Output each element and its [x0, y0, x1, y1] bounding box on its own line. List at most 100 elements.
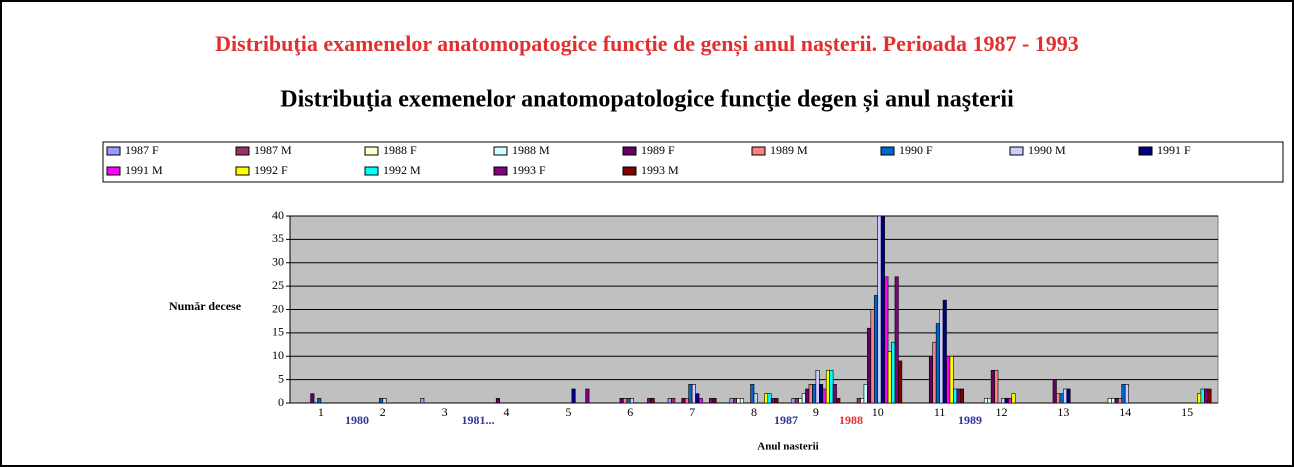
bar — [750, 383, 755, 404]
bar — [1059, 393, 1064, 404]
x-tick-label: 4 — [504, 405, 510, 419]
x-tick-label: 12 — [995, 405, 1007, 419]
bar — [770, 398, 775, 404]
legend-swatch — [622, 146, 637, 156]
bar — [836, 398, 841, 404]
bar — [894, 276, 899, 404]
x-tick-label: 3 — [442, 405, 448, 419]
bar — [956, 388, 961, 404]
chart-title: Distribuţia exemenelor anatomopatologice… — [280, 87, 1014, 113]
bar — [791, 398, 796, 404]
bar — [626, 398, 631, 404]
x-tick-label: 6 — [627, 405, 633, 419]
bar — [1121, 383, 1126, 404]
bar — [585, 388, 590, 404]
bar — [805, 388, 810, 404]
bar — [733, 398, 738, 404]
bar — [671, 398, 676, 404]
bar — [317, 398, 322, 404]
annotation: 1981... — [462, 413, 495, 427]
legend-label: 1989 F — [641, 143, 675, 157]
bar — [935, 323, 940, 404]
bar — [928, 355, 934, 404]
legend-label: 1987 F — [125, 143, 159, 157]
bar — [712, 398, 717, 404]
bar — [1011, 393, 1016, 404]
legend-label: 1990 M — [1028, 143, 1066, 157]
legend-label: 1991 F — [1157, 143, 1191, 157]
y-tick-label: 15 — [272, 325, 284, 339]
bar — [873, 295, 879, 404]
x-tick-label: 13 — [1057, 405, 1069, 419]
bar — [815, 369, 820, 404]
legend-swatch — [493, 166, 508, 176]
bar — [774, 398, 779, 404]
bar — [819, 383, 824, 404]
y-tick-label: 0 — [278, 395, 284, 409]
y-tick-label: 25 — [272, 278, 284, 292]
bar — [1124, 383, 1129, 404]
x-tick-label: 5 — [565, 405, 571, 419]
legend-swatch — [1009, 146, 1024, 156]
bar — [801, 393, 806, 404]
x-tick-label: 9 — [813, 405, 819, 419]
bar — [832, 383, 837, 404]
y-axis-label: Număr decese — [169, 299, 242, 313]
bar — [1118, 398, 1123, 404]
bar — [310, 393, 315, 404]
bar — [1056, 393, 1061, 404]
legend-swatch — [364, 146, 379, 156]
bar — [688, 383, 693, 404]
bar — [420, 398, 425, 404]
bar — [887, 351, 892, 404]
bar — [891, 341, 896, 404]
bar — [698, 398, 703, 404]
legend-swatch — [106, 146, 121, 156]
bar — [729, 398, 734, 404]
bar — [932, 341, 937, 404]
bar — [867, 327, 872, 404]
bar — [829, 369, 834, 404]
legend-label: 1987 M — [254, 143, 292, 157]
bar — [382, 398, 387, 404]
legend-swatch — [751, 146, 766, 156]
bar — [884, 276, 889, 404]
x-tick-label: 14 — [1119, 405, 1131, 419]
legend-swatch — [622, 166, 637, 176]
bar — [1197, 393, 1202, 404]
bar — [1001, 398, 1006, 404]
bar — [808, 383, 813, 404]
legend-label: 1991 M — [125, 163, 163, 177]
bar — [695, 393, 700, 404]
annotation: 1980 — [345, 413, 369, 427]
bar — [880, 215, 885, 404]
bar — [1207, 388, 1212, 404]
annotation: 1987 — [774, 413, 798, 427]
legend-label: 1992 M — [383, 163, 421, 177]
x-tick-label: 15 — [1181, 405, 1193, 419]
x-tick-label: 8 — [751, 405, 757, 419]
bar — [736, 398, 741, 404]
legend-swatch — [235, 166, 250, 176]
annotation: 1988 — [839, 413, 863, 427]
bar — [953, 388, 958, 404]
bar — [623, 398, 628, 404]
legend-label: 1988 F — [383, 143, 417, 157]
bar — [870, 309, 875, 404]
page-title: Distribuţia examenelor anatomopatogice f… — [215, 31, 1079, 57]
bar — [709, 398, 714, 404]
bar — [767, 393, 772, 404]
legend-swatch — [493, 146, 508, 156]
bar — [983, 398, 988, 404]
y-tick-label: 30 — [272, 255, 284, 269]
legend-label: 1992 F — [254, 163, 288, 177]
bar — [1008, 398, 1013, 404]
y-tick-label: 35 — [272, 231, 284, 245]
bar — [959, 388, 965, 404]
x-tick-label: 2 — [380, 405, 386, 419]
bar — [764, 393, 769, 404]
bar — [863, 383, 868, 404]
bar — [798, 398, 803, 404]
bar — [994, 369, 999, 404]
legend-swatch — [880, 146, 895, 156]
